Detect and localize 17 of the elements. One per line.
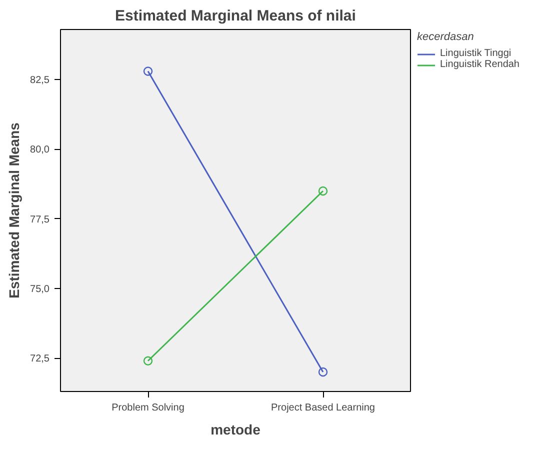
y-axis-title: Estimated Marginal Means bbox=[6, 122, 22, 298]
x-tick-label: Project Based Learning bbox=[271, 402, 375, 414]
point bbox=[318, 186, 328, 196]
y-tick-label: 72,5 bbox=[30, 354, 50, 365]
x-axis-title: metode bbox=[210, 422, 261, 438]
y-tick-label: 82,5 bbox=[30, 75, 50, 86]
point bbox=[318, 367, 328, 377]
point bbox=[143, 356, 153, 366]
x-tick-label: Problem Solving bbox=[112, 402, 184, 414]
chart-title: Estimated Marginal Means of nilai bbox=[115, 8, 356, 24]
legend-label: Linguistik Rendah bbox=[440, 59, 520, 70]
y-tick-label: 77,5 bbox=[30, 214, 50, 226]
legend-title: kecerdasan bbox=[417, 31, 475, 43]
legend-label: Linguistik Tinggi bbox=[440, 48, 512, 59]
y-tick-label: 80,0 bbox=[30, 144, 50, 156]
y-tick-label: 75,0 bbox=[30, 284, 50, 295]
point bbox=[143, 66, 153, 76]
